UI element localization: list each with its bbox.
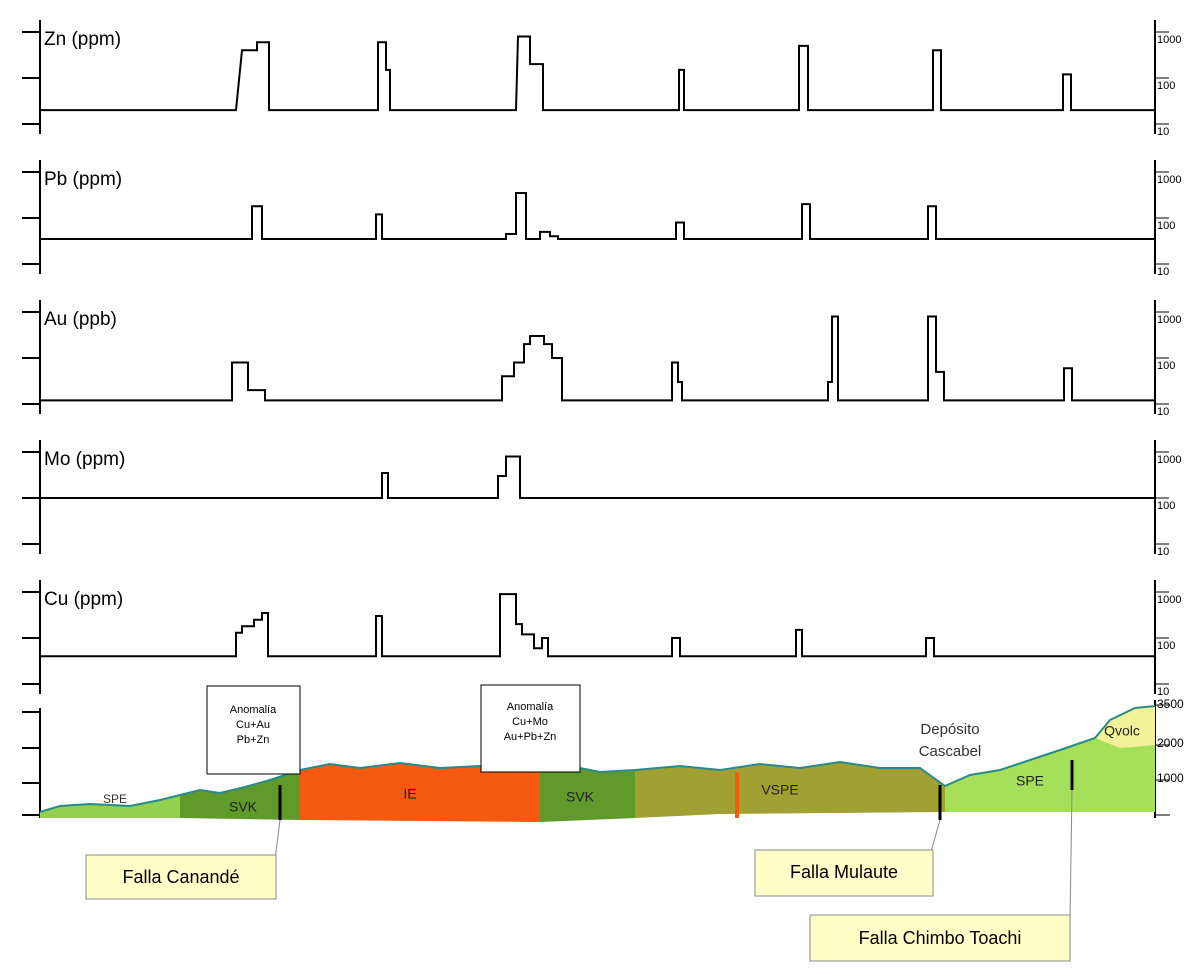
y-tick-label: 10 [1157, 546, 1169, 558]
anomaly-text: Anomalía [507, 701, 554, 713]
fault-label: Falla Mulaute [790, 862, 898, 882]
anomaly-text: Au+Pb+Zn [504, 731, 557, 743]
unit [1095, 706, 1155, 748]
data-line [40, 593, 1155, 658]
anomaly-box [480, 684, 581, 773]
unit-label: SPE [1016, 773, 1044, 789]
fault-box [85, 854, 277, 900]
data-line [40, 455, 1155, 499]
y-tick-label: 10 [1157, 126, 1169, 138]
leader [1069, 789, 1073, 921]
y-tick-label: 1000 [1157, 34, 1181, 46]
y-tick-label: 100 [1157, 640, 1175, 652]
fault-box [809, 914, 1071, 962]
leader [929, 819, 941, 856]
y-tick-label: 1000 [1157, 454, 1181, 466]
unit-label: Qvolc [1104, 723, 1140, 739]
data-line [40, 315, 1155, 402]
y-tick-label: 100 [1157, 500, 1175, 512]
y-tick-label: 1000 [1157, 594, 1181, 606]
panel-title: Pb (ppm) [44, 169, 122, 190]
anomaly-text: Cu+Au [236, 719, 270, 731]
fault-label: Falla Canandé [122, 867, 239, 887]
fault-box [754, 849, 934, 897]
fault-label: Falla Chimbo Toachi [859, 928, 1022, 948]
panel-title: Cu (ppm) [44, 589, 123, 610]
deposit-label: Cascabel [919, 743, 982, 760]
elev-label: 3500 [1157, 697, 1184, 711]
elev-label: 2000 [1157, 736, 1184, 750]
y-tick-label: 100 [1157, 220, 1175, 232]
elev-label: 1000 [1157, 771, 1184, 785]
cross-section: 3500 2000 1000 SPE SVK IE SVK VSPE SPE Q… [22, 684, 1184, 962]
anomaly-box [206, 685, 301, 775]
anomaly-text: Anomalía [230, 704, 277, 716]
unit [540, 766, 635, 822]
y-tick-label: 100 [1157, 360, 1175, 372]
y-tick-label: 10 [1157, 266, 1169, 278]
unit-label: IE [403, 786, 416, 802]
anomaly-text: Cu+Mo [512, 716, 548, 728]
unit-label: SVK [229, 799, 258, 815]
y-tick-label: 1000 [1157, 314, 1181, 326]
deposit-label: Depósito [920, 721, 979, 738]
unit [300, 763, 540, 822]
y-tick-label: 1000 [1157, 174, 1181, 186]
y-tick-label: 10 [1157, 686, 1169, 698]
y-tick-label: 100 [1157, 80, 1175, 92]
y-tick-label: 10 [1157, 406, 1169, 418]
unit-label: SPE [103, 792, 127, 806]
unit-label: VSPE [761, 782, 798, 798]
unit-label: SVK [566, 789, 595, 805]
unit [635, 762, 945, 818]
panel-title: Zn (ppm) [44, 29, 121, 50]
anomaly-text: Pb+Zn [237, 734, 270, 746]
leader [274, 819, 281, 861]
unit [180, 770, 300, 820]
panel-title: Mo (ppm) [44, 449, 125, 470]
data-line [40, 35, 1155, 112]
panel-title: Au (ppb) [44, 309, 117, 330]
unit [40, 795, 180, 818]
data-line [40, 191, 1155, 240]
